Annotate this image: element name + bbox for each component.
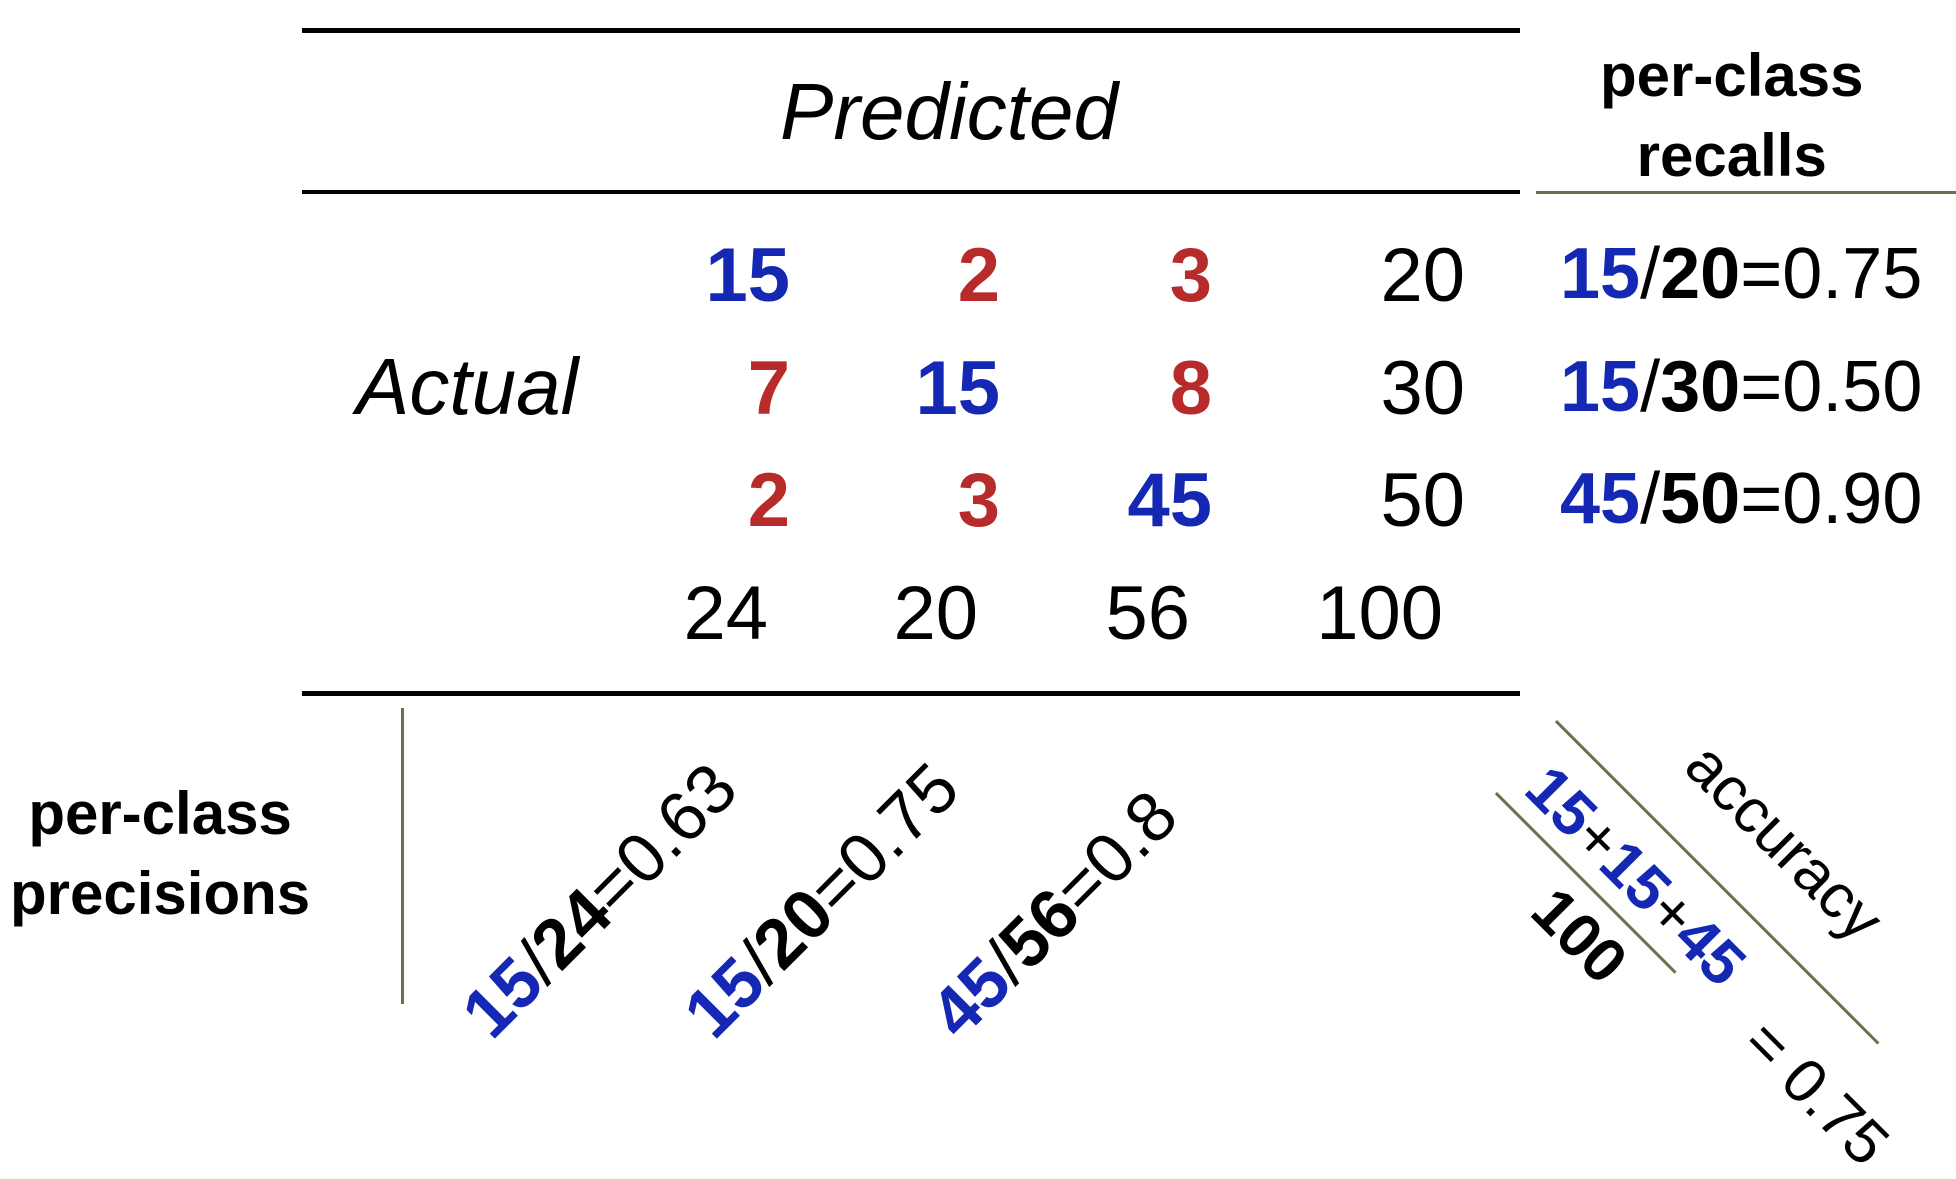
fraction-denominator: 30: [1660, 347, 1741, 427]
precisions-title: per-class precisions: [10, 774, 310, 934]
fraction-numerator: 15: [1560, 347, 1641, 427]
fraction-value: =0.90: [1740, 459, 1923, 539]
recall-value: 45/50=0.90: [1560, 463, 1922, 535]
precision-value: 45/56=0.8: [915, 776, 1192, 1053]
fraction-slash: /: [1640, 347, 1661, 427]
fraction-denominator: 50: [1660, 459, 1741, 539]
row-total: 20: [1380, 233, 1465, 318]
accuracy-result: = 0.75: [1730, 1007, 1902, 1179]
recall-value: 15/20=0.75: [1560, 238, 1922, 310]
fraction-numerator: 15: [1560, 234, 1641, 314]
fraction-slash: /: [1640, 234, 1661, 314]
bottom-rule: [302, 691, 1520, 696]
column-total: 24: [683, 571, 768, 656]
matrix-cell: 3: [957, 458, 1000, 543]
precisions-title-line1: per-class: [28, 780, 292, 847]
recalls-title-line1: per-class: [1600, 42, 1864, 109]
fraction-slash: /: [1640, 459, 1661, 539]
fraction-value: =0.75: [793, 748, 974, 929]
matrix-cell: 3: [1169, 233, 1212, 318]
recalls-rule: [1536, 191, 1956, 194]
column-total: 20: [893, 571, 978, 656]
recalls-title-line2: recalls: [1636, 121, 1827, 189]
matrix-cell: 45: [1127, 458, 1212, 543]
header-rule: [302, 190, 1520, 194]
grand-total: 100: [1316, 571, 1443, 656]
matrix-cell: 15: [915, 346, 1000, 431]
matrix-cell: 7: [747, 346, 790, 431]
fraction-value: =0.75: [1740, 234, 1923, 314]
row-total: 30: [1380, 346, 1465, 431]
fraction-denominator: 20: [1660, 234, 1741, 314]
predicted-label: Predicted: [780, 67, 1118, 156]
precisions-title-line2: precisions: [10, 859, 311, 927]
matrix-cell: 8: [1169, 346, 1212, 431]
recalls-title: per-class recalls: [1600, 36, 1864, 196]
precisions-divider: [401, 708, 404, 1004]
column-total: 56: [1105, 571, 1190, 656]
matrix-cell: 2: [957, 233, 1000, 318]
recall-value: 15/30=0.50: [1560, 351, 1922, 423]
matrix-cell: 15: [705, 233, 790, 318]
fraction-value: =0.50: [1740, 347, 1923, 427]
actual-label: Actual: [356, 342, 579, 431]
fraction-numerator: 45: [1560, 459, 1641, 539]
row-total: 50: [1380, 458, 1465, 543]
matrix-cell: 2: [747, 458, 790, 543]
top-rule: [302, 28, 1520, 33]
fraction-value: =0.63: [571, 748, 752, 929]
